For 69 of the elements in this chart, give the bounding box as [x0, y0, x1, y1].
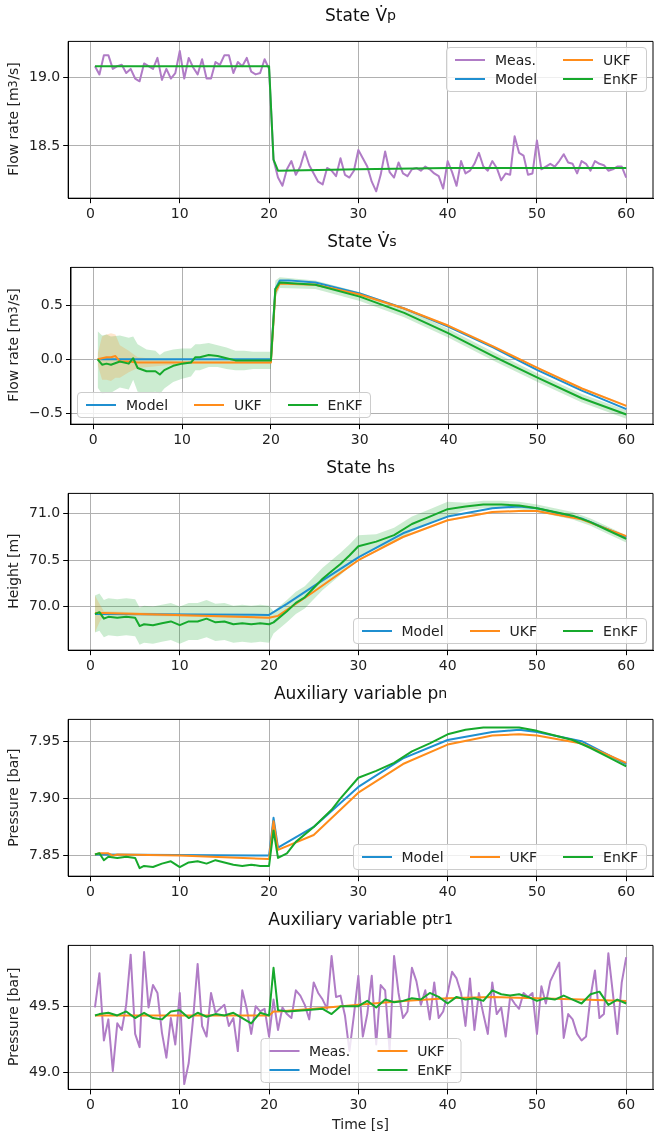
- y-tick-label: 18.5: [29, 136, 61, 153]
- legend-label: UKF: [509, 623, 538, 640]
- legend-label: UKF: [603, 52, 631, 69]
- legend-label: UKF: [509, 849, 538, 866]
- x-tick-label: 50: [528, 205, 546, 222]
- y-tick-label: 0.5: [40, 295, 63, 312]
- legend-label: EnKF: [603, 849, 638, 866]
- x-tick-label: 50: [528, 1096, 546, 1113]
- x-tick-label: 20: [262, 431, 280, 448]
- legend-label: UKF: [234, 397, 262, 414]
- x-tick-label: 0: [86, 1096, 95, 1113]
- x-tick-label: 60: [617, 657, 636, 674]
- x-tick-label: 40: [439, 431, 458, 448]
- x-tick-label: 10: [170, 205, 189, 222]
- x-tick-label: 10: [173, 431, 191, 448]
- legend-label: Model: [401, 623, 444, 640]
- y-tick-label: 70.5: [29, 550, 61, 567]
- x-tick-label: 20: [260, 883, 278, 900]
- x-tick-label: 60: [617, 883, 636, 900]
- legend-label: EnKF: [603, 623, 638, 640]
- x-tick-label: 0: [88, 431, 98, 448]
- x-tick-label: 30: [349, 883, 368, 900]
- legend-label: Model: [309, 1062, 352, 1079]
- x-tick-label: 20: [260, 657, 278, 674]
- x-tick-label: 30: [349, 205, 368, 222]
- legend-label: EnKF: [603, 71, 638, 88]
- x-tick-label: 60: [617, 1096, 636, 1113]
- y-axis-title: Pressure [bar]: [4, 967, 22, 1069]
- x-tick-label: 0: [86, 205, 95, 222]
- legend-label: Model: [401, 849, 444, 866]
- x-tick-label: 40: [438, 205, 457, 222]
- x-tick-label: 30: [349, 657, 368, 674]
- x-tick-label: 50: [528, 883, 546, 900]
- x-tick-label: 60: [617, 431, 636, 448]
- y-tick-label: 7.95: [29, 731, 61, 748]
- y-tick-label: 70.0: [29, 597, 61, 614]
- y-tick-label: 19.0: [29, 67, 61, 84]
- legend-label: EnKF: [327, 397, 363, 414]
- y-tick-label: −0.5: [29, 404, 63, 421]
- y-tick-label: 71.0: [29, 504, 61, 521]
- x-tick-label: 20: [260, 1096, 278, 1113]
- y-tick-label: 7.90: [29, 789, 61, 806]
- x-axis-title: Time [s]: [331, 1116, 390, 1133]
- x-tick-label: 10: [170, 657, 189, 674]
- y-axis-title: Height [m]: [4, 533, 22, 612]
- x-tick-label: 0: [86, 657, 95, 674]
- y-tick-label: 49.0: [29, 1062, 61, 1079]
- x-tick-label: 30: [350, 431, 369, 448]
- x-tick-label: 50: [528, 657, 546, 674]
- x-tick-label: 0: [86, 883, 95, 900]
- legend-label: Meas.: [309, 1043, 351, 1060]
- y-tick-label: 49.5: [29, 996, 61, 1013]
- legend-label: Model: [495, 71, 538, 88]
- x-tick-label: 10: [170, 883, 189, 900]
- legend-label: EnKF: [417, 1062, 453, 1079]
- x-tick-label: 40: [438, 657, 457, 674]
- y-tick-label: 7.85: [29, 846, 61, 863]
- x-tick-label: 40: [438, 883, 457, 900]
- y-axis-title: Pressure [bar]: [4, 747, 22, 849]
- x-tick-label: 40: [438, 1096, 457, 1113]
- x-tick-label: 30: [349, 1096, 368, 1113]
- x-tick-label: 10: [170, 1096, 189, 1113]
- legend-label: UKF: [417, 1043, 445, 1060]
- x-tick-label: 50: [528, 431, 547, 448]
- legend-label: Meas.: [495, 52, 537, 69]
- x-tick-label: 60: [617, 205, 636, 222]
- x-tick-label: 20: [260, 205, 278, 222]
- y-tick-label: 0.0: [40, 349, 63, 366]
- legend-label: Model: [125, 397, 169, 414]
